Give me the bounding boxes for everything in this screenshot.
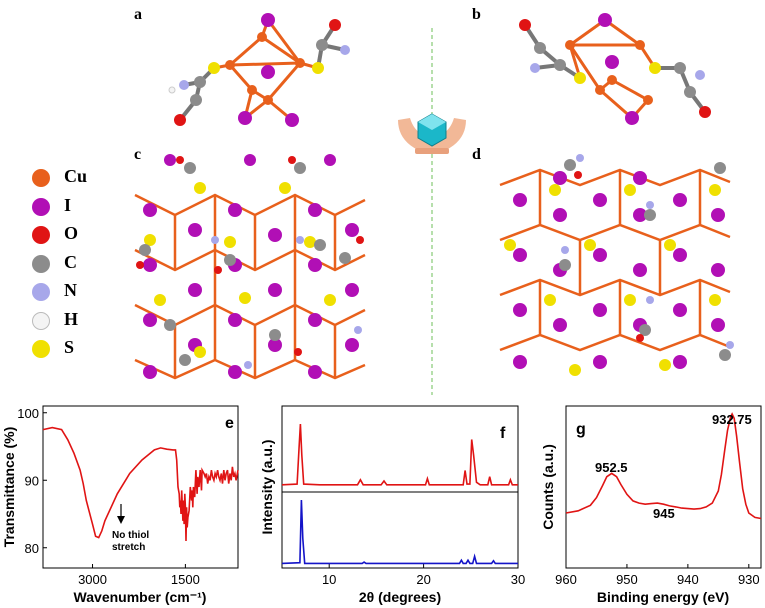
y-tick-label-e: 90 <box>25 473 39 488</box>
ir-spectrum-line <box>42 426 239 542</box>
legend-label: I <box>64 194 72 215</box>
x-tick-label-e: 3000 <box>78 572 107 587</box>
lattice-c <box>134 154 366 380</box>
cluster-b <box>568 18 657 120</box>
legend-swatch <box>32 197 50 216</box>
x-tick-label-f: 10 <box>322 572 336 587</box>
lattice-d <box>499 154 734 376</box>
legend-swatch <box>32 283 50 301</box>
peak-label: 952.5 <box>595 460 628 475</box>
y-axis-label-f: Intensity (a.u.) <box>259 440 275 535</box>
panel-letter-b: b <box>472 6 481 23</box>
legend-swatch <box>32 254 50 273</box>
legend-item: C <box>32 251 132 280</box>
cluster-a-atoms <box>168 13 350 127</box>
legend-label: C <box>64 251 77 272</box>
plot-frame-g <box>565 405 762 569</box>
legend-item: H <box>32 308 132 337</box>
y-axis-label-g: Counts (a.u.) <box>540 444 556 530</box>
legend-item: S <box>32 336 132 365</box>
x-axis-label-g: Binding energy (eV) <box>597 589 729 605</box>
xrd-experimental-line <box>281 423 518 486</box>
plot-frame-f <box>281 405 519 569</box>
panel-letter-g: g <box>576 421 586 438</box>
plot-frame-e <box>42 405 239 569</box>
y-axis-label-e: Transmittance (%) <box>1 427 17 548</box>
element-legend: Cu I O C N H S <box>32 165 132 365</box>
legend-label: Cu <box>64 166 88 186</box>
hands-crystal-icon <box>398 113 466 154</box>
panel-letter-d: d <box>472 146 481 163</box>
legend-swatch <box>32 226 50 244</box>
legend-item: N <box>32 279 132 308</box>
xps-spectrum-line <box>565 412 762 520</box>
legend-label: S <box>64 337 75 357</box>
legend-label: N <box>64 280 77 300</box>
structure-figures <box>134 13 734 395</box>
x-tick-label-e: 1500 <box>171 572 200 587</box>
cluster-b-atoms <box>519 13 711 125</box>
x-tick-label-g: 930 <box>738 572 760 587</box>
annotation-text: No thiol <box>112 530 149 541</box>
peak-label: 945 <box>653 506 675 521</box>
legend-item: I <box>32 194 132 223</box>
x-axis-label-e: Wavenumber (cm⁻¹) <box>74 589 207 605</box>
legend-swatch <box>32 169 50 187</box>
legend-swatch <box>32 311 50 330</box>
xrd-simulated-line <box>281 499 518 565</box>
y-tick-label-e: 80 <box>25 541 39 556</box>
x-tick-label-g: 960 <box>555 572 577 587</box>
x-tick-label-f: 30 <box>511 572 525 587</box>
legend-label: O <box>64 223 79 243</box>
annotation-arrow-head <box>117 516 125 524</box>
panel-letter-f: f <box>500 425 506 442</box>
x-tick-label-g: 950 <box>616 572 638 587</box>
panel-letter-c: c <box>134 146 142 163</box>
legend-swatch <box>32 340 50 358</box>
panel-letter-a: a <box>134 6 142 23</box>
x-axis-label-f: 2θ (degrees) <box>359 589 441 605</box>
peak-label: 932.75 <box>712 412 752 427</box>
x-tick-label-g: 940 <box>677 572 699 587</box>
legend-item: Cu <box>32 165 132 194</box>
y-tick-label-e: 100 <box>17 406 39 421</box>
panel-letter-e: e <box>225 415 234 432</box>
x-tick-label-f: 20 <box>416 572 430 587</box>
legend-item: O <box>32 222 132 251</box>
annotation-text: stretch <box>112 542 145 553</box>
legend-label: H <box>64 308 79 329</box>
